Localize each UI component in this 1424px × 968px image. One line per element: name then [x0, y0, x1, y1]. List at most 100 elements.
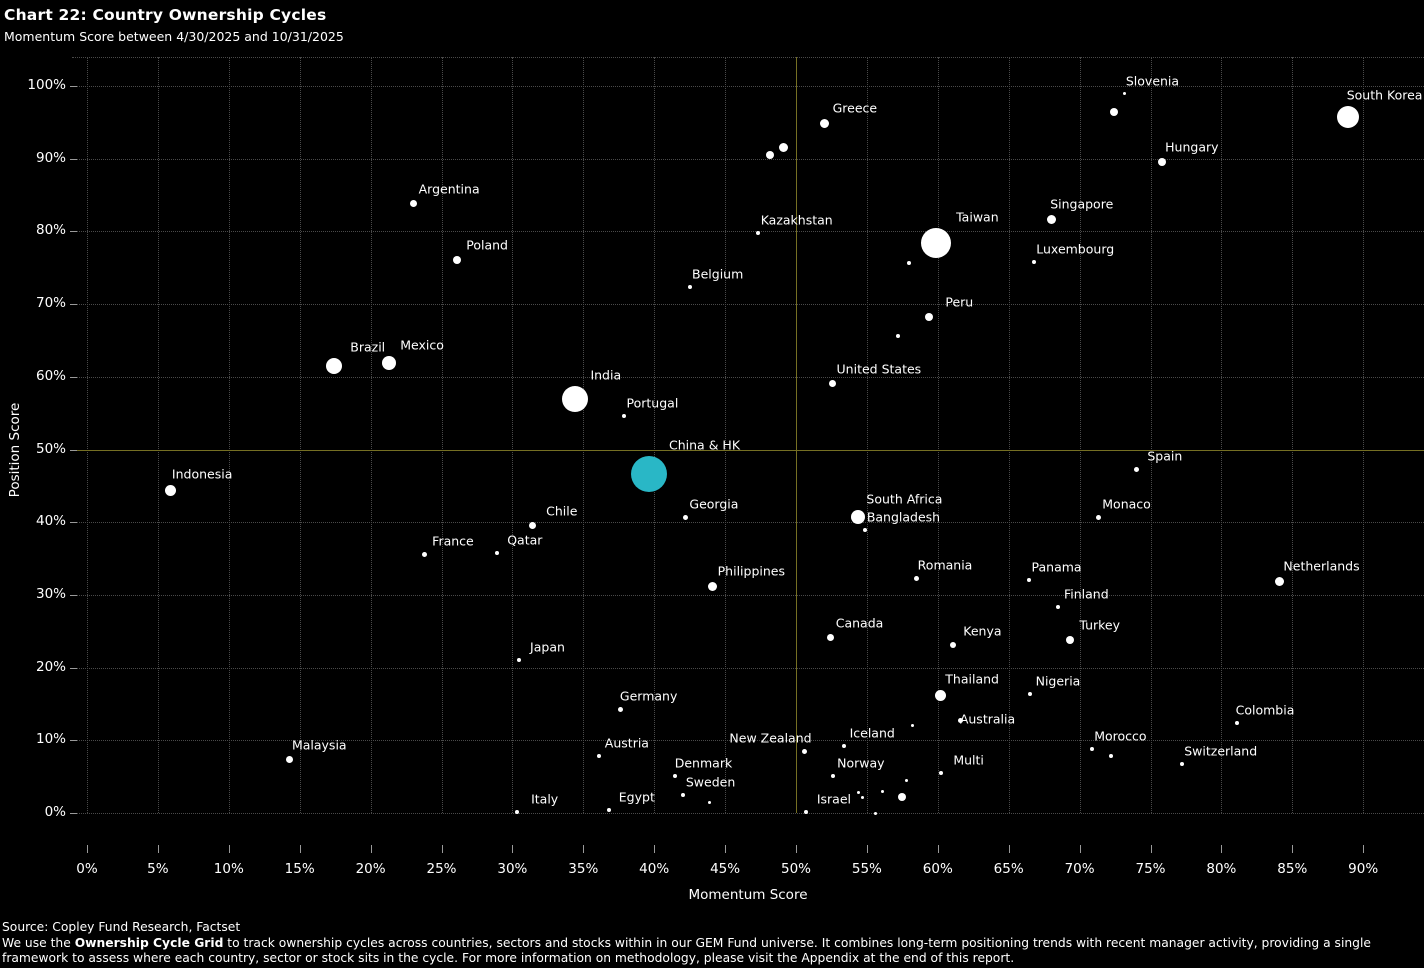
data-point — [910, 723, 914, 727]
methodology-prefix: We use the — [2, 936, 75, 950]
methodology-bold: Ownership Cycle Grid — [74, 936, 224, 950]
data-point — [622, 414, 627, 419]
x-axis-tick — [1079, 845, 1081, 853]
data-point — [707, 582, 717, 592]
data-point — [382, 355, 397, 370]
data-point — [165, 484, 177, 496]
point-label: Qatar — [507, 532, 543, 548]
data-point — [1109, 108, 1118, 117]
x-tick-label: 15% — [284, 861, 315, 877]
data-point — [453, 255, 462, 264]
x-axis-tick — [1363, 845, 1365, 853]
point-label: Kenya — [963, 623, 1002, 639]
point-label: Canada — [835, 615, 884, 631]
x-axis-tick — [228, 845, 230, 853]
point-label: South Africa — [866, 491, 943, 507]
data-point — [802, 748, 807, 754]
gridline-horizontal — [72, 594, 1424, 596]
point-label: Turkey — [1079, 617, 1121, 633]
y-axis-tick — [70, 522, 77, 524]
y-tick-label: 100% — [27, 77, 66, 93]
x-tick-label: 90% — [1348, 861, 1379, 877]
point-label: Kazakhstan — [760, 212, 833, 228]
crosshair-vertical-line — [796, 57, 797, 813]
point-label: Argentina — [418, 181, 480, 197]
x-axis-tick — [654, 845, 656, 853]
point-label: Spain — [1147, 448, 1183, 464]
data-point — [1179, 762, 1184, 767]
data-point — [421, 552, 427, 558]
gridline-horizontal — [72, 522, 1424, 524]
data-point — [873, 811, 877, 815]
data-point — [1046, 215, 1056, 225]
data-point — [286, 756, 294, 764]
data-point — [1234, 720, 1239, 725]
chart-subtitle: Momentum Score between 4/30/2025 and 10/… — [4, 29, 344, 44]
data-point — [880, 790, 884, 794]
point-label: Egypt — [618, 789, 655, 805]
x-axis-tick — [157, 845, 159, 853]
data-point — [1275, 576, 1285, 586]
point-label: Georgia — [689, 496, 739, 512]
gridline-vertical — [725, 57, 727, 813]
data-point — [938, 771, 943, 775]
gridline-vertical — [1150, 57, 1152, 813]
data-point — [682, 515, 688, 521]
page-title: Chart 22: Country Ownership Cycles — [4, 6, 327, 24]
gridline-vertical — [512, 57, 514, 813]
x-tick-label: 70% — [1064, 861, 1095, 877]
y-tick-label: 70% — [35, 295, 66, 312]
data-point — [819, 118, 829, 128]
y-tick-label: 0% — [44, 804, 66, 820]
data-point — [1032, 259, 1037, 264]
point-label: Taiwan — [956, 209, 999, 225]
gridline-vertical — [1221, 57, 1223, 813]
y-tick-label: 60% — [35, 367, 66, 384]
point-label: Bangladesh — [866, 509, 941, 525]
footer: Source: Copley Fund Research, Factset We… — [0, 915, 1424, 968]
point-label: Multi — [953, 752, 984, 768]
data-point — [528, 522, 536, 530]
y-axis-tick — [70, 813, 77, 814]
y-tick-label: 20% — [35, 658, 66, 675]
data-point — [409, 199, 417, 207]
point-label: China & HK — [669, 437, 741, 453]
gridline-vertical — [87, 57, 88, 813]
gridline-vertical — [1363, 57, 1365, 813]
point-label: Greece — [832, 100, 878, 116]
data-point — [1056, 605, 1061, 610]
x-tick-label: 75% — [1135, 861, 1166, 877]
x-axis-tick — [1221, 845, 1223, 853]
data-point — [514, 810, 519, 815]
point-label: Panama — [1031, 559, 1082, 575]
methodology-rest: to track ownership cycles across countri… — [2, 936, 1371, 965]
x-tick-label: 10% — [213, 861, 244, 877]
y-axis-tick — [70, 667, 77, 669]
gridline-horizontal — [72, 304, 1424, 306]
crosshair-horizontal-line — [72, 449, 1424, 451]
data-point — [925, 313, 934, 322]
x-axis-tick — [87, 845, 88, 853]
gridline-vertical — [299, 57, 301, 813]
data-point — [708, 801, 711, 805]
data-point — [1095, 515, 1101, 521]
data-point — [896, 334, 901, 339]
x-tick-label: 55% — [851, 861, 882, 877]
data-point — [863, 528, 868, 533]
y-tick-label: 90% — [35, 149, 66, 166]
data-point — [856, 791, 860, 795]
point-label: Morocco — [1094, 728, 1147, 744]
gridline-vertical — [370, 57, 372, 813]
point-label: Italy — [531, 791, 559, 807]
point-label: Brazil — [350, 339, 386, 355]
data-point — [826, 634, 834, 642]
data-point — [494, 550, 499, 555]
data-point — [1026, 578, 1031, 583]
point-label: Mexico — [400, 337, 444, 353]
x-axis-tick — [441, 845, 443, 853]
point-label: Indonesia — [171, 466, 233, 482]
data-point — [1123, 92, 1127, 96]
data-point — [914, 576, 920, 582]
point-label: Japan — [530, 639, 565, 655]
gridline-vertical — [1079, 57, 1081, 813]
